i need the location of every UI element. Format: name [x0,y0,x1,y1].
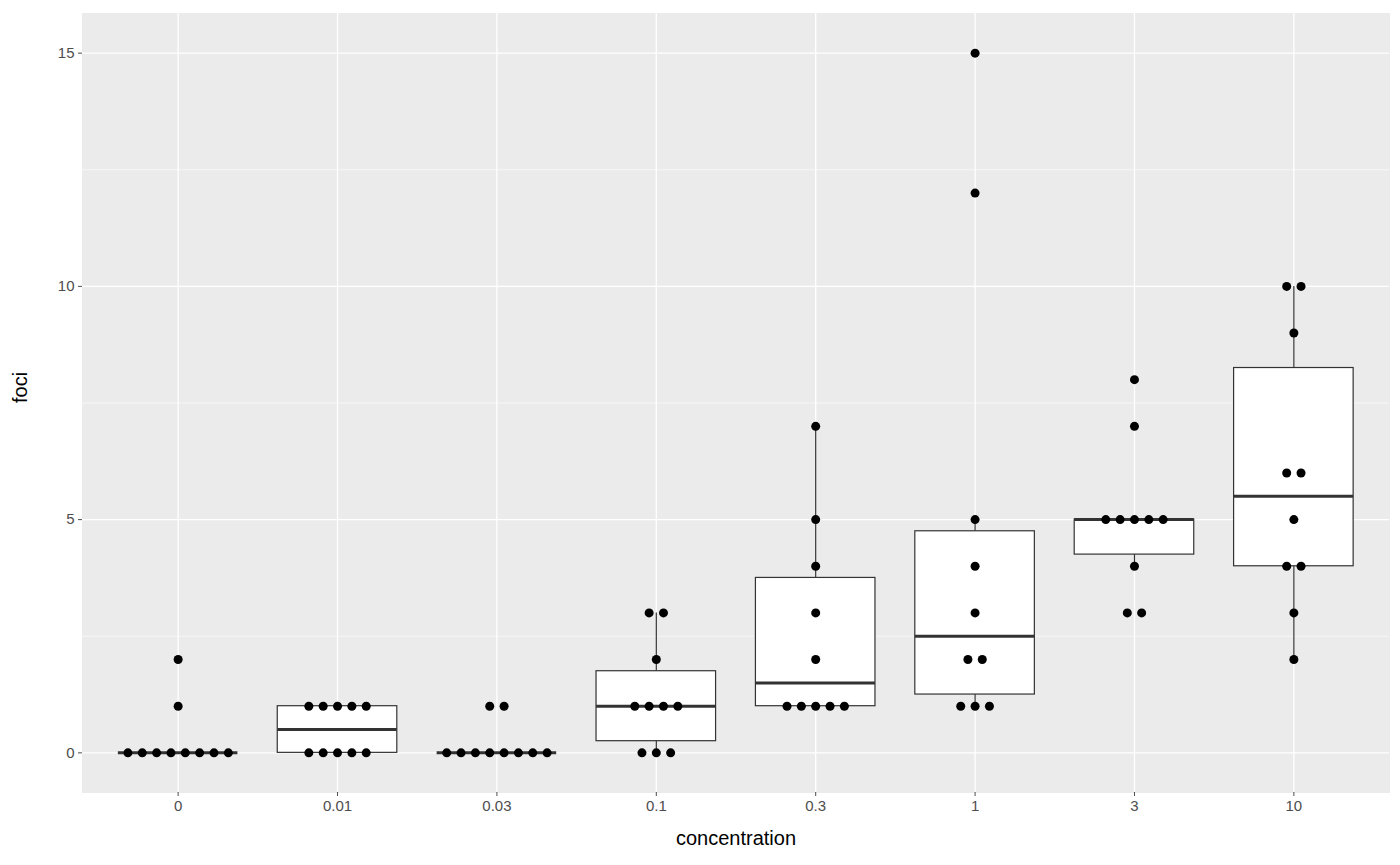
svg-text:concentration: concentration [676,827,796,849]
svg-text:foci: foci [9,372,31,403]
svg-text:0.03: 0.03 [482,797,511,814]
svg-text:3: 3 [1130,797,1138,814]
svg-text:0.3: 0.3 [805,797,826,814]
svg-text:0: 0 [66,744,74,761]
svg-text:1: 1 [971,797,979,814]
svg-text:0.01: 0.01 [323,797,352,814]
svg-text:10: 10 [1286,797,1303,814]
svg-text:0: 0 [174,797,182,814]
svg-text:5: 5 [66,510,74,527]
svg-text:0.1: 0.1 [646,797,667,814]
svg-text:10: 10 [58,277,75,294]
svg-text:15: 15 [58,44,75,61]
